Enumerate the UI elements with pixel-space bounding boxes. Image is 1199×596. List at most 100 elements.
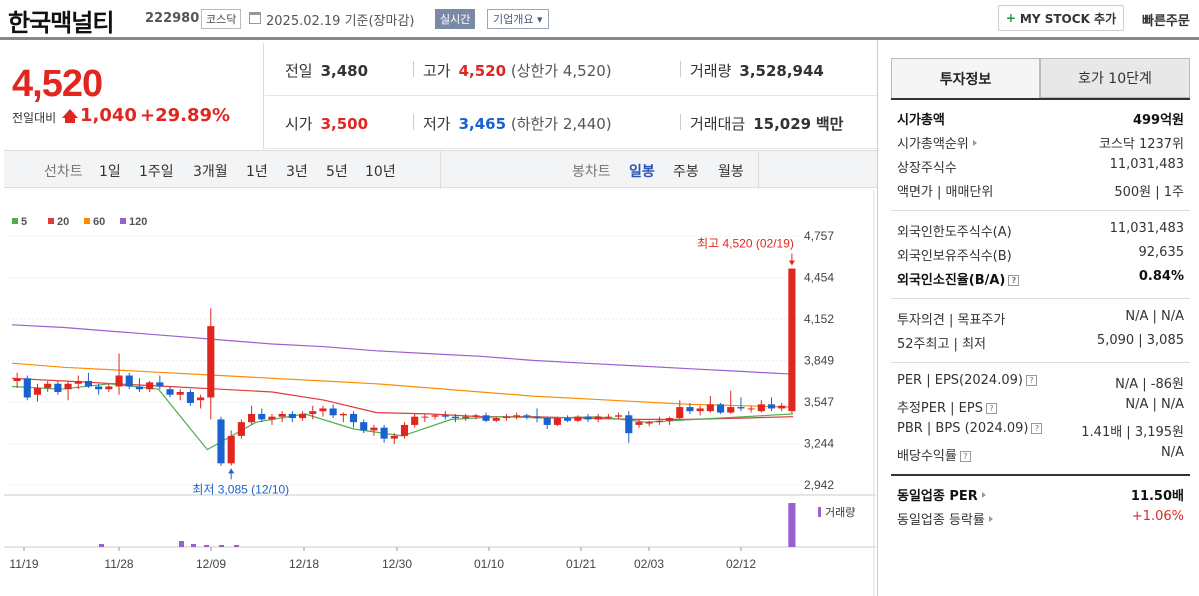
candle-body	[217, 419, 225, 464]
tab-3y[interactable]: 3년	[286, 164, 308, 180]
candle-body	[462, 416, 470, 419]
quote-row-1: 전일 3,480 고가 4,520 (상한가 4,520) 거래량 3,528,944	[265, 43, 877, 96]
y-tick-label: 4,152	[804, 312, 834, 326]
ma60-line	[11, 362, 794, 408]
realtime-badge[interactable]: 실시간	[435, 9, 476, 29]
candle-body	[105, 386, 113, 390]
quote-high: 고가 4,520 (상한가 4,520)	[423, 62, 612, 80]
x-tick-label: 12/18	[289, 557, 319, 571]
tab-5y[interactable]: 5년	[326, 164, 348, 180]
quote-open: 시가 3,500	[285, 115, 369, 133]
candle-body	[767, 404, 776, 409]
tab-1d[interactable]: 1일	[99, 164, 121, 180]
info-value: 1.41배 | 3,195원	[1081, 425, 1184, 440]
candle-body	[298, 413, 307, 419]
candle-body	[278, 413, 286, 417]
info-row: 동일업종 등락률 +1.06%	[891, 506, 1190, 530]
ma120-line	[11, 324, 794, 375]
stock-code: 222980	[145, 11, 200, 26]
candle-body	[135, 386, 144, 390]
candle-body	[288, 413, 296, 419]
investment-info-panel: 투자정보 호가 10단계 시가총액 499억원 시가총액순위 코스닥 1237위 상장주…	[877, 40, 1199, 596]
candle-body	[74, 381, 82, 384]
candle-body	[757, 404, 765, 412]
info-key: 52주최고 | 최저	[897, 337, 986, 352]
candle-body	[421, 416, 429, 418]
legend-swatch	[84, 218, 90, 224]
candle-body	[400, 424, 409, 436]
tab-1y[interactable]: 1년	[246, 164, 268, 180]
stock-header: 한국맥널티 222980 코스닥 2025.02.19 기준(장마감) 실시간 …	[0, 0, 1199, 40]
tab-1w[interactable]: 1주일	[139, 164, 174, 180]
info-row: 투자의견 | 목표주가 N/A | N/A	[891, 306, 1190, 330]
candle-body	[482, 415, 490, 421]
info-row: 52주최고 | 최저 5,090 | 3,085	[891, 330, 1190, 354]
quote-amount: 거래대금 15,029 백만	[690, 115, 844, 133]
candle-body	[788, 268, 796, 412]
tab-investment-info[interactable]: 투자정보	[891, 58, 1040, 98]
x-tick-label: 02/12	[726, 557, 756, 571]
candle-body	[360, 422, 368, 431]
tab-order-book[interactable]: 호가 10단계	[1040, 58, 1190, 98]
candle-body	[523, 415, 531, 417]
candle-body	[594, 416, 602, 420]
info-key: 투자의견 | 목표주가	[897, 313, 1006, 328]
help-icon[interactable]: ?	[985, 403, 997, 414]
candle-body	[268, 416, 276, 420]
candle-body	[176, 391, 184, 395]
candle-body	[95, 386, 103, 390]
candle-body	[665, 418, 674, 421]
info-row: PBR | BPS (2024.09)? 1.41배 | 3,195원	[891, 418, 1190, 442]
candle-body	[166, 389, 174, 395]
period-tab-bar: 선차트 1일 1주일 3개월 1년 3년 5년 10년 봉차트 일봉 주봉 월봉	[4, 150, 877, 189]
x-tick-label: 12/30	[382, 557, 412, 571]
tab-3m[interactable]: 3개월	[193, 164, 228, 180]
candle-body	[747, 408, 755, 410]
volume-bar	[788, 503, 796, 547]
help-icon[interactable]: ?	[1008, 275, 1020, 286]
quote-low: 저가 3,465 (하한가 2,440)	[423, 115, 612, 133]
info-key[interactable]: 시가총액순위	[897, 133, 977, 152]
tab-daily[interactable]: 일봉	[629, 164, 655, 180]
add-my-stock-button[interactable]: + MY STOCK 추가	[998, 5, 1124, 31]
candle-body	[23, 378, 31, 398]
candle-body	[492, 418, 500, 421]
help-icon[interactable]: ?	[1031, 423, 1043, 434]
info-value: 499억원	[1132, 113, 1184, 128]
chevron-right-icon	[981, 492, 986, 498]
tab-monthly[interactable]: 월봉	[718, 164, 744, 180]
low-arrow-head	[228, 468, 235, 474]
candle-body	[727, 407, 735, 413]
price-chart[interactable]: 4,757 4,454 4,152 3,849 3,547 3,244 2,942 5 20 60…	[4, 190, 876, 596]
tab-weekly[interactable]: 주봉	[673, 164, 699, 180]
candle-body	[441, 415, 449, 417]
x-tick-label: 11/28	[104, 557, 133, 571]
plus-icon: +	[1005, 11, 1016, 25]
candle-body	[502, 416, 511, 419]
info-key[interactable]: 동일업종 등락률	[897, 509, 993, 528]
candle-body	[125, 375, 133, 387]
volume-bar	[204, 545, 209, 547]
help-icon[interactable]: ?	[1025, 375, 1037, 386]
candle-body	[319, 408, 327, 412]
company-overview-dropdown[interactable]: 기업개요 ▾	[487, 9, 549, 29]
info-key[interactable]: 동일업종 PER	[897, 485, 986, 504]
legend-label: 5	[21, 216, 27, 228]
quick-order-link[interactable]: 빠른주문	[1142, 14, 1190, 29]
info-value: 11.50배	[1130, 489, 1184, 504]
candle-body	[696, 408, 704, 412]
candle-body	[655, 420, 663, 423]
chevron-right-icon	[988, 516, 993, 522]
candle-body	[604, 416, 612, 418]
current-price: 4,520	[12, 63, 103, 105]
candle-body	[564, 418, 572, 421]
tab-10y[interactable]: 10년	[365, 164, 396, 180]
info-value: +1.06%	[1131, 509, 1184, 524]
legend-label: 60	[93, 216, 105, 228]
candle-body	[64, 383, 72, 390]
volume-bar	[191, 544, 196, 547]
help-icon[interactable]: ?	[959, 451, 971, 462]
up-arrow-icon-stem	[65, 117, 75, 123]
candle-chart-label: 봉차트	[572, 164, 611, 180]
volume-bar	[179, 541, 184, 547]
